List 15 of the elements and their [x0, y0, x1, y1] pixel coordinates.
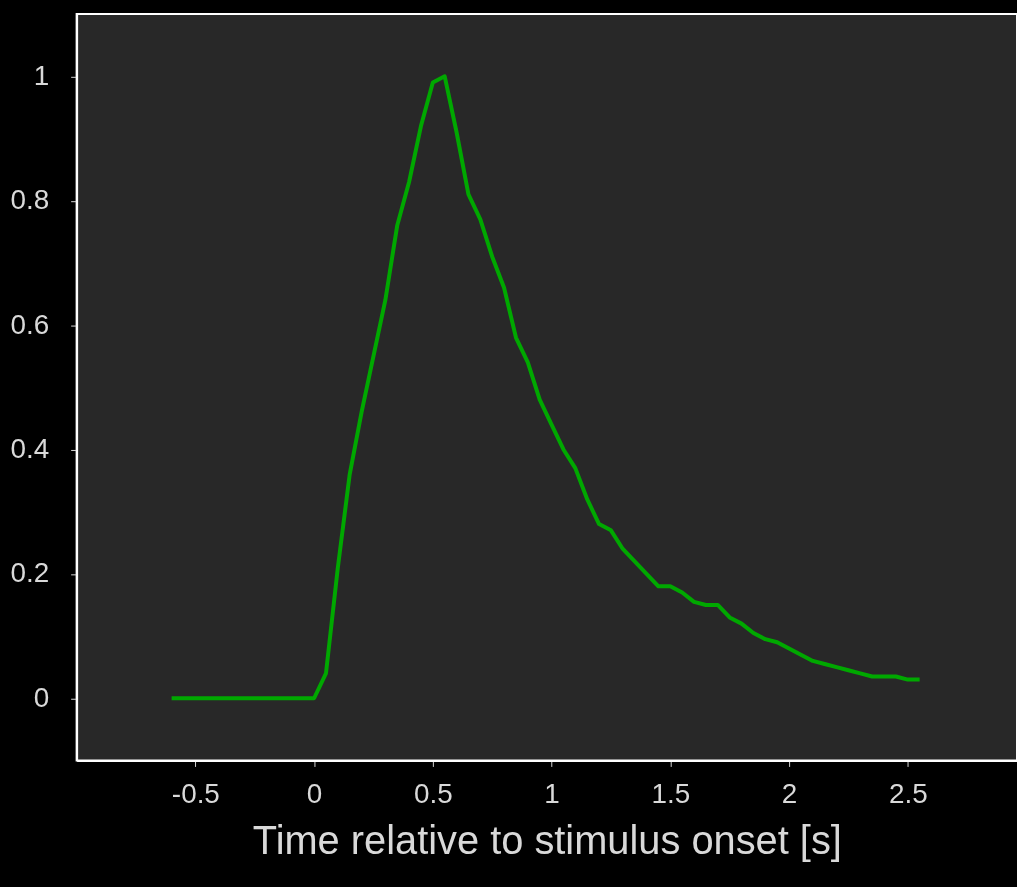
x-tick-label: 0: [306, 777, 323, 809]
x-tick-label: 0.5: [413, 777, 453, 809]
y-tick-label: 0.8: [10, 184, 50, 216]
y-tick-label: 0.6: [10, 308, 50, 340]
x-tick-label: 2: [781, 777, 798, 809]
x-tick-label: 2.5: [888, 777, 928, 809]
y-tick-label: 0.4: [10, 432, 50, 464]
line-series: [169, 74, 922, 701]
x-axis-title: Time relative to stimulus onset [s]: [252, 818, 842, 863]
y-tick-label: 1: [33, 59, 50, 91]
x-tick-label: 1.5: [651, 777, 691, 809]
y-tick-label: 0.2: [10, 557, 50, 589]
x-tick-label: -0.5: [171, 777, 220, 809]
x-tick-label: 1: [544, 777, 560, 809]
y-tick-label: 0: [33, 681, 50, 713]
